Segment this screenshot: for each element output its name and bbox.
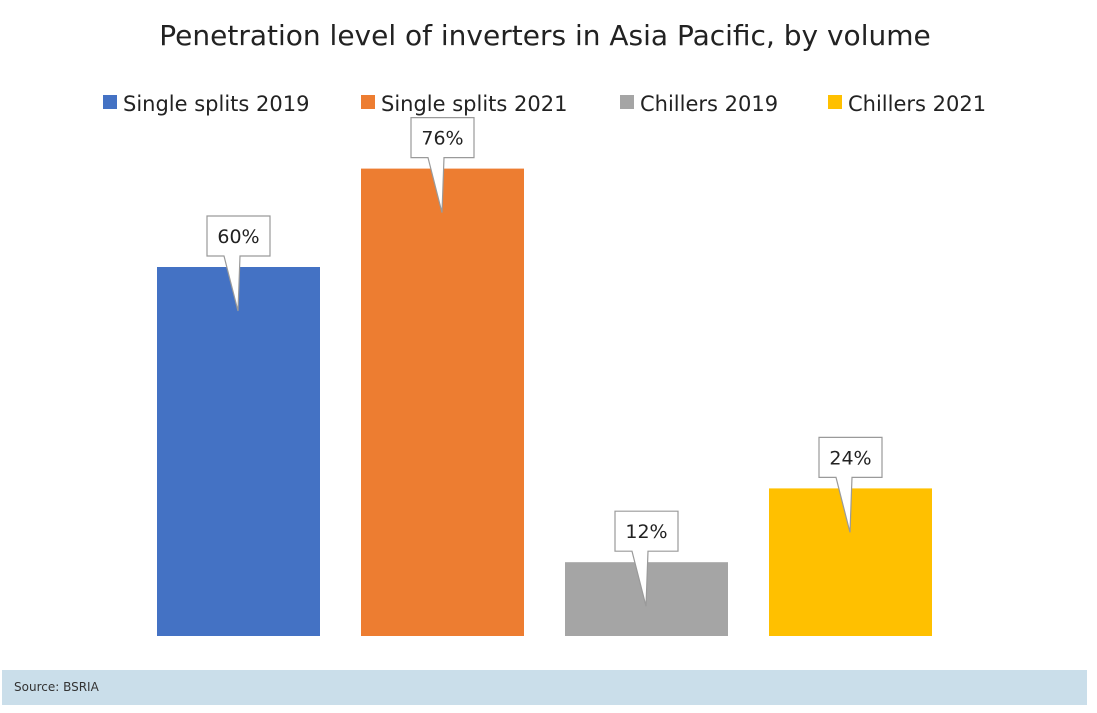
callout-value: 12% (625, 521, 667, 543)
data-labels: 60% 76% 12% 24% (206, 117, 883, 607)
legend-swatch (103, 95, 117, 109)
legend: Single splits 2019 Single splits 2021 Chil… (103, 92, 986, 116)
legend-item-single-splits-2019: Single splits 2019 (103, 92, 309, 116)
callout-box (410, 117, 475, 213)
legend-item-chillers-2019: Chillers 2019 (620, 92, 778, 116)
callout-box (614, 510, 679, 607)
legend-label: Chillers 2021 (848, 92, 986, 116)
bar-single-splits-2021 (361, 168, 524, 636)
legend-label: Single splits 2019 (123, 92, 309, 116)
callout-value: 76% (421, 128, 463, 150)
bar-chart: Penetration level of inverters in Asia P… (103, 19, 986, 636)
source-text: Source: BSRIA (14, 680, 99, 694)
data-label-single-splits-2019: 60% (206, 215, 271, 312)
data-label-single-splits-2021: 76% (410, 117, 475, 213)
bars (157, 168, 932, 636)
legend-label: Single splits 2021 (381, 92, 567, 116)
legend-item-chillers-2021: Chillers 2021 (828, 92, 986, 116)
legend-swatch (620, 95, 634, 109)
callout-value: 24% (829, 447, 871, 469)
callout-box (818, 436, 883, 533)
data-label-chillers-2021: 24% (818, 436, 883, 533)
bar-single-splits-2019 (157, 267, 320, 636)
legend-item-single-splits-2021: Single splits 2021 (361, 92, 567, 116)
callout-value: 60% (217, 226, 259, 248)
callout-box (206, 215, 271, 312)
chart-title: Penetration level of inverters in Asia P… (159, 19, 930, 52)
legend-swatch (828, 95, 842, 109)
legend-swatch (361, 95, 375, 109)
source-bar: Source: BSRIA (2, 670, 1087, 705)
data-label-chillers-2019: 12% (614, 510, 679, 607)
legend-label: Chillers 2019 (640, 92, 778, 116)
